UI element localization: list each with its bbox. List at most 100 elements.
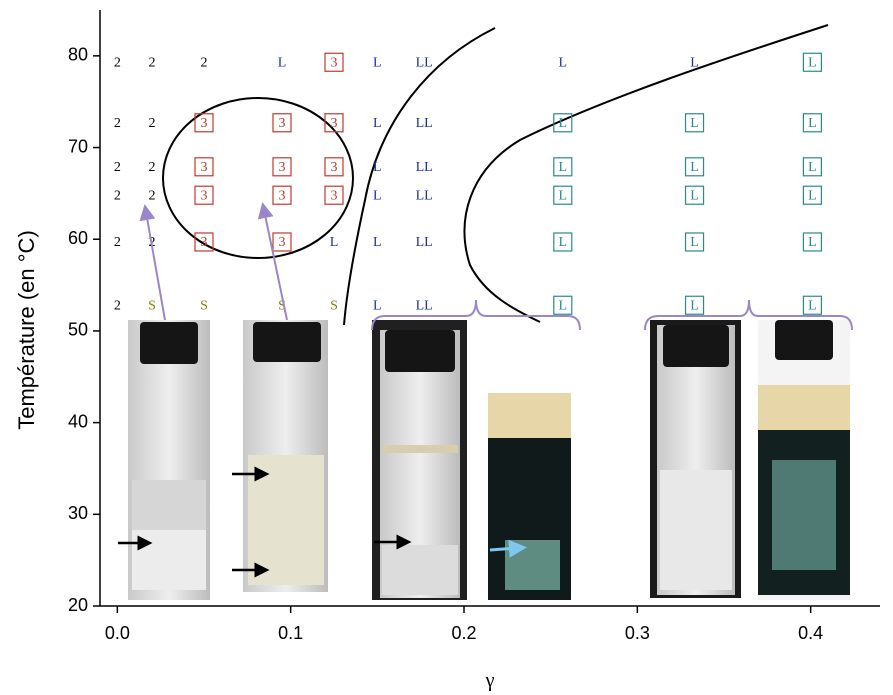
y-tick-label: 30 (68, 503, 88, 523)
phase-point: L (553, 232, 573, 252)
phase-point: L (684, 232, 705, 252)
x-tick-label: 0.0 (105, 623, 130, 643)
point-marker: L (690, 298, 699, 313)
phase-point: 2 (114, 188, 121, 203)
point-marker: 3 (201, 116, 208, 131)
marker-box (684, 295, 705, 315)
point-marker: L (559, 188, 568, 203)
phase-point: 3 (324, 52, 344, 72)
phase-point: 3 (272, 157, 292, 177)
bracket (644, 299, 853, 331)
point-marker: 2 (114, 298, 121, 313)
phase-point: L (278, 55, 287, 70)
phase-point: LL (416, 235, 433, 250)
y-tick-label: 50 (68, 320, 88, 340)
point-marker: L (808, 55, 817, 70)
point-marker: L (373, 116, 382, 131)
phase-point: 3 (324, 113, 344, 133)
marker-box (684, 157, 705, 177)
phase-point: 3 (194, 232, 214, 252)
marker-box (272, 185, 292, 205)
phase-point: LL (416, 298, 433, 313)
annotations (139, 202, 853, 331)
phase-point: 2 (114, 160, 121, 175)
point-marker: 2 (149, 116, 156, 131)
phase-point: L (802, 185, 823, 205)
phase-point: 3 (194, 113, 214, 133)
phase-point: LL (416, 55, 433, 70)
marker-box (272, 157, 292, 177)
point-marker: L (373, 298, 382, 313)
phase-point: L (559, 55, 568, 70)
x-tick-label: 0.1 (278, 623, 303, 643)
marker-box (684, 232, 705, 252)
x-tick-label: 0.3 (625, 623, 650, 643)
phase-point: L (373, 55, 382, 70)
point-marker: L (690, 188, 699, 203)
arrow (139, 204, 166, 321)
marker-box (553, 157, 573, 177)
marker-box (802, 232, 823, 252)
marker-box (272, 232, 292, 252)
point-marker: L (808, 160, 817, 175)
bracket (371, 299, 581, 331)
uv-photo (758, 320, 850, 600)
x-tick-label: 0.4 (798, 623, 823, 643)
phase-point: L (553, 157, 573, 177)
phase-point: S (330, 298, 338, 313)
phase-point: L (802, 157, 823, 177)
point-marker: L (559, 116, 568, 131)
phase-point: LL (416, 160, 433, 175)
phase-point: 3 (272, 232, 292, 252)
point-marker: 2 (149, 55, 156, 70)
point-marker: LL (416, 116, 433, 131)
phase-point: 3 (194, 157, 214, 177)
point-marker: 3 (201, 160, 208, 175)
y-tick-label: 40 (68, 411, 88, 431)
point-marker: 3 (279, 160, 286, 175)
point-marker: L (690, 160, 699, 175)
phase-point: L (553, 185, 573, 205)
point-marker: L (559, 235, 568, 250)
point-marker: L (808, 235, 817, 250)
phase-point: 3 (272, 185, 292, 205)
phase-point: 3 (324, 185, 344, 205)
x-axis-label: γ (485, 670, 495, 692)
marker-box (684, 185, 705, 205)
point-marker: 2 (114, 188, 121, 203)
marker-box (802, 185, 823, 205)
vial-photo (372, 320, 467, 600)
boundary-curve (463, 24, 829, 323)
marker-box (324, 113, 344, 133)
phase-point: L (684, 185, 705, 205)
point-marker: 3 (201, 235, 208, 250)
phase-point: 2 (114, 235, 121, 250)
y-tick-label: 60 (68, 228, 88, 248)
y-tick-label: 80 (68, 45, 88, 65)
point-marker: LL (416, 235, 433, 250)
marker-box (553, 232, 573, 252)
point-marker: 2 (114, 55, 121, 70)
point-marker: 3 (331, 188, 338, 203)
point-marker: 2 (114, 116, 121, 131)
point-marker: L (373, 55, 382, 70)
point-marker: 2 (201, 55, 208, 70)
phase-point: 2 (114, 55, 121, 70)
point-marker: L (690, 235, 699, 250)
phase-point: 2 (149, 160, 156, 175)
phase-point: L (330, 235, 339, 250)
phase-point: L (802, 113, 823, 133)
marker-box (194, 157, 214, 177)
phase-point: 2 (201, 55, 208, 70)
point-marker: 2 (114, 235, 121, 250)
point-marker: S (330, 298, 338, 313)
phase-point: L (684, 295, 705, 315)
phase-point: 2 (149, 116, 156, 131)
phase-point: L (373, 235, 382, 250)
phase-point: L (373, 298, 382, 313)
marker-box (324, 52, 344, 72)
point-marker: LL (416, 55, 433, 70)
point-marker: S (278, 298, 286, 313)
point-marker: 3 (279, 116, 286, 131)
